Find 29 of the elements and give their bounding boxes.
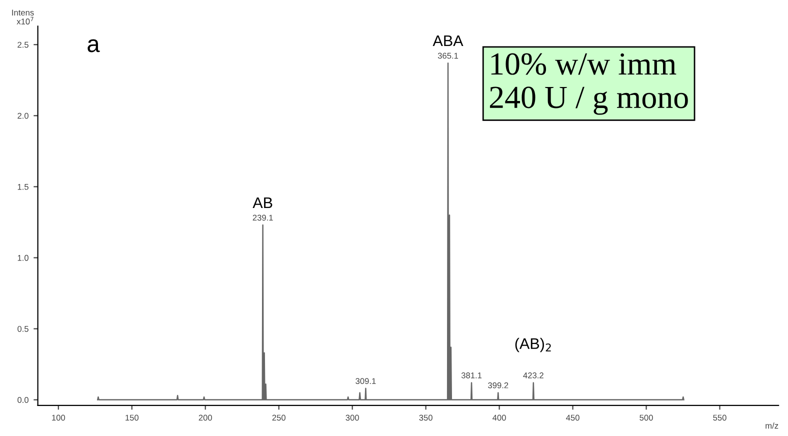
y-tick-label: 1.5	[18, 184, 28, 190]
annotation: AB	[252, 197, 272, 208]
x-tick-label: 300	[346, 414, 359, 421]
x-tick-label: 350	[419, 414, 432, 421]
x-tick-label: 500	[640, 414, 653, 421]
x-tick-label: 100	[52, 414, 66, 421]
annotation: 309.1	[356, 378, 376, 384]
x-tick-label: 550	[713, 414, 726, 421]
x-tick-label: 250	[272, 414, 286, 421]
y-tick-label: 2.0	[18, 112, 28, 119]
annotation: 423.2	[523, 372, 544, 378]
annotation: (AB)$_{2}$	[515, 338, 551, 352]
annotation: 10% w/w imm 240 U / g mono	[490, 53, 688, 115]
x-tick-label: 450	[566, 414, 580, 421]
x-tick-label: 150	[126, 414, 139, 421]
annotation: 365.1	[438, 52, 458, 59]
y-tick-label: 0.0	[18, 397, 28, 403]
x-tick-label: 400	[492, 414, 506, 421]
annotation: 239.1	[252, 214, 273, 221]
annotation: 381.1	[461, 372, 482, 378]
y-tick-label: 0.5	[18, 326, 28, 332]
y-tick-label: 2.5	[18, 42, 28, 48]
x-tick-label: 200	[198, 414, 212, 421]
annotation: 399.2	[488, 382, 508, 388]
annotation: ABA	[432, 36, 464, 46]
x-axis-title: m/z	[766, 422, 778, 429]
y-axis-title: Intens x10$^{7}$	[12, 10, 34, 24]
y-tick-label: 1.0	[18, 254, 28, 261]
annotation: a	[88, 39, 100, 52]
